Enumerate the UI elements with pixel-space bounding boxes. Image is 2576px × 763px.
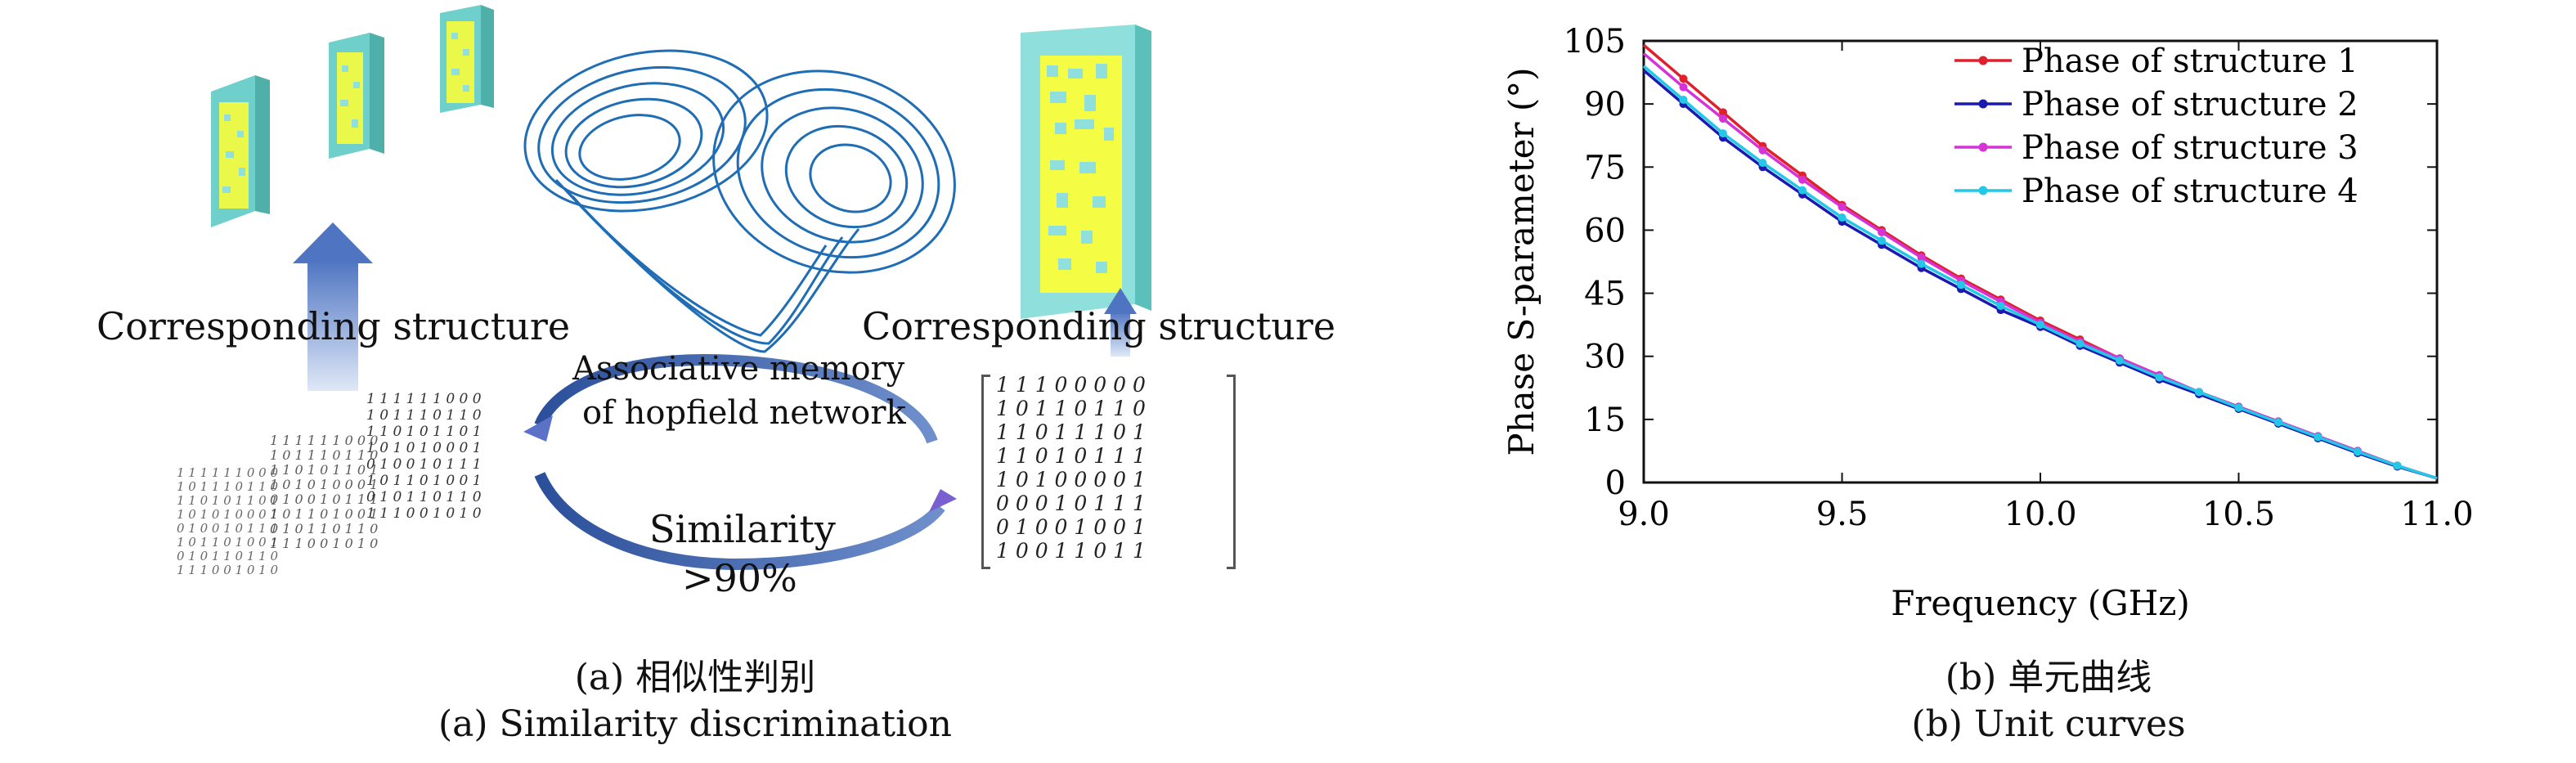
series-line-4	[1642, 65, 2438, 480]
series-4-point	[1719, 129, 1727, 138]
y-axis-label: Phase S-parameter (°)	[1501, 67, 1542, 456]
series-4-point	[1917, 259, 1926, 268]
series-4-point	[1679, 96, 1688, 104]
x-tick-label: 11.0	[2400, 496, 2473, 533]
x-tick-label: 9.5	[1816, 496, 1869, 533]
series-4-point	[1838, 213, 1847, 222]
series-4-point	[1957, 281, 1965, 289]
legend-marker-4	[1978, 186, 1988, 195]
arrow-head-right-icon	[929, 489, 957, 512]
series-3-point	[1838, 203, 1847, 212]
panel-similarity-discrimination: 1 1 1 1 1 1 0 0 0 1 0 1 1 1 0 1 1 0 1 1 …	[96, 5, 1336, 745]
x-tick-label: 10.0	[2004, 496, 2076, 533]
label-associative-memory: Associative memory	[572, 350, 905, 388]
legend-marker-1	[1978, 56, 1988, 65]
caption-a-chinese: (a) 相似性判别	[574, 657, 816, 698]
x-axis-label: Frequency (GHz)	[1891, 583, 2190, 623]
series-4-point	[2234, 403, 2243, 412]
panel-unit-curves: 9.0 9.5 10.0 10.5 11.0 0 15 30 45 60 75 90 105 Phase…	[1390, 0, 2576, 763]
series-3-point	[1798, 175, 1806, 184]
caption-b-english: (b) Unit curves	[1911, 703, 2186, 745]
series-4-point	[2116, 356, 2124, 365]
series-4-point	[1798, 186, 1806, 195]
y-tick-label: 45	[1584, 276, 1626, 313]
illustration-canvas	[211, 5, 1151, 571]
label-hopfield-network: of hopfield network	[582, 394, 906, 432]
series-1-point	[1719, 108, 1727, 117]
matrix-bracket-right	[1227, 375, 1236, 569]
chart-series	[1642, 43, 2438, 480]
legend-marker-2	[1978, 99, 1988, 109]
input-matrix-front: 1 1 1 1 1 1 0 0 0 1 0 1 1 1 0 1 1 0 1 1 …	[366, 391, 482, 522]
y-tick-label: 30	[1584, 339, 1626, 376]
series-3-point	[1917, 253, 1926, 262]
series-3-point	[1679, 83, 1688, 92]
y-tick-label: 90	[1584, 86, 1626, 123]
arrow-head-left-icon	[523, 415, 553, 442]
series-4-point	[2313, 433, 2322, 442]
matrix-bracket-left	[981, 375, 990, 569]
series-4-point	[2393, 461, 2402, 470]
y-tick-label: 75	[1584, 149, 1626, 186]
legend-label-3: Phase of structure 3	[2022, 129, 2358, 167]
memory-cycle-arrows	[523, 353, 957, 571]
label-similarity: Similarity	[649, 507, 836, 551]
metasurface-tile-3	[440, 5, 494, 113]
metasurface-tile-2	[329, 33, 384, 159]
up-arrow-left-icon	[293, 222, 373, 391]
phase-chart: 9.0 9.5 10.0 10.5 11.0 0 15 30 45 60 75 90 105 Phase…	[1501, 23, 2474, 623]
metasurface-large-panel	[1021, 25, 1151, 319]
y-tick-label: 60	[1584, 212, 1626, 249]
series-3-point	[1758, 146, 1767, 155]
chart-legend: Phase of structure 1 Phase of structure 2…	[1954, 43, 2358, 210]
legend-label-4: Phase of structure 4	[2022, 173, 2358, 210]
series-3-point	[1878, 228, 1886, 236]
input-matrix-back: 1 1 1 1 1 1 0 0 0 1 0 1 1 1 0 1 1 0 1 1 …	[177, 465, 279, 577]
x-tick-label: 9.0	[1618, 496, 1670, 533]
up-arrow-right-icon	[1104, 288, 1137, 357]
legend-label-1: Phase of structure 1	[2022, 43, 2358, 80]
y-tick-label: 105	[1564, 23, 1626, 61]
y-tick-label: 15	[1584, 402, 1626, 439]
series-1-point	[1679, 74, 1688, 83]
series-4-point	[2036, 321, 2044, 330]
x-tick-label: 10.5	[2202, 496, 2275, 533]
y-tick-label: 0	[1605, 465, 1626, 502]
series-4-point	[2274, 418, 2282, 427]
label-corresponding-structure-right: Corresponding structure	[862, 304, 1336, 348]
series-4-point	[2195, 388, 2203, 397]
legend-label-2: Phase of structure 2	[2022, 86, 2358, 123]
label-corresponding-structure-left: Corresponding structure	[96, 304, 571, 348]
series-3-point	[1719, 114, 1727, 123]
series-4-point	[2155, 373, 2164, 382]
series-4-point	[1758, 159, 1767, 168]
lorenz-attractor	[523, 49, 956, 353]
metasurface-tile-1	[211, 75, 270, 227]
output-matrix: 1 1 1 0 0 0 0 0 1 0 1 1 0 1 1 0 1 1 0 1 …	[996, 373, 1146, 563]
label-similarity-percent: >90%	[682, 556, 797, 600]
legend-marker-3	[1978, 142, 1988, 152]
chart-axes: 9.0 9.5 10.0 10.5 11.0 0 15 30 45 60 75 90 105	[1564, 23, 2474, 533]
series-4-point	[1996, 302, 2005, 310]
input-matrix-middle: 1 1 1 1 1 1 0 0 0 1 0 1 1 1 0 1 1 0 1 1 …	[270, 433, 379, 551]
caption-b-chinese: (b) 单元曲线	[1945, 657, 2152, 698]
caption-a-english: (a) Similarity discrimination	[438, 703, 952, 745]
series-4-point	[2076, 339, 2085, 348]
series-4-point	[2354, 447, 2362, 456]
series-4-point	[1878, 236, 1886, 245]
